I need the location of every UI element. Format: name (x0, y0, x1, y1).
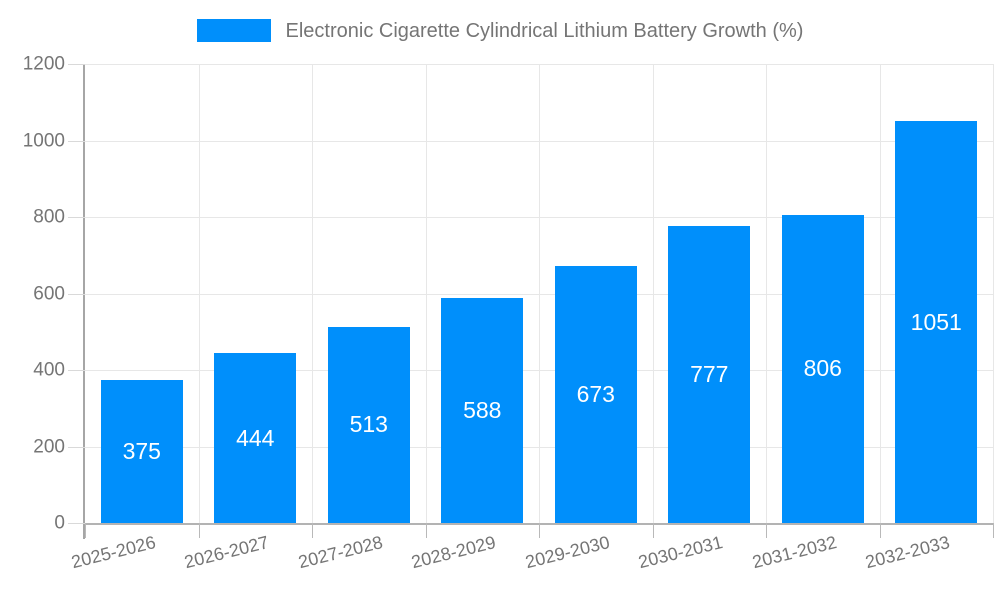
bar-value-label: 777 (690, 360, 729, 387)
x-axis-tick (312, 523, 313, 538)
gridline-vertical (539, 64, 540, 523)
bar-value-label: 673 (576, 380, 615, 407)
y-axis-label: 0 (54, 512, 65, 534)
bar[interactable]: 513 (327, 326, 410, 523)
y-axis-line (83, 64, 85, 539)
y-axis-tick (68, 446, 85, 448)
bar[interactable]: 444 (214, 353, 297, 523)
bar-value-label: 1051 (910, 308, 962, 335)
y-axis-label: 400 (33, 359, 65, 381)
x-axis-label: 2031-2032 (749, 532, 839, 573)
gridline-vertical (766, 64, 767, 523)
y-axis-label: 1000 (22, 130, 65, 151)
x-axis-tick (652, 523, 654, 538)
y-axis-label: 1200 (22, 53, 65, 75)
legend-swatch-icon (196, 19, 271, 42)
bar[interactable]: 1051 (895, 121, 978, 523)
bar[interactable]: 806 (781, 214, 864, 523)
bar[interactable]: 588 (441, 298, 524, 523)
x-axis-tick (879, 523, 881, 538)
gridline-vertical (312, 64, 313, 523)
x-axis-label: 2026-2027 (182, 532, 271, 573)
bar-value-label: 588 (463, 397, 502, 424)
legend-item[interactable]: Electronic Cigarette Cylindrical Lithium… (196, 19, 804, 42)
x-axis-tick (766, 523, 767, 538)
x-axis-label: 2028-2029 (409, 532, 498, 573)
x-axis-label: 2029-2030 (522, 532, 612, 573)
gridline-vertical (198, 64, 200, 523)
legend-label: Electronic Cigarette Cylindrical Lithium… (285, 19, 804, 42)
x-axis-tick (198, 523, 200, 538)
x-axis-tick (425, 523, 427, 538)
x-axis-tick (85, 523, 86, 538)
bar-value-label: 513 (349, 411, 388, 438)
y-axis-label: 800 (33, 206, 65, 228)
plot-area: 0 200 400 600 800 1000 1200 2025-2026 2026-2027 2… (23, 55, 994, 572)
x-axis-label: 2032-2033 (863, 532, 952, 573)
y-axis-label: 600 (33, 283, 65, 304)
bar[interactable]: 777 (668, 225, 751, 523)
bar-value-label: 375 (122, 437, 161, 464)
chart-legend: Electronic Cigarette Cylindrical Lithium… (0, 19, 1000, 42)
y-axis-tick (68, 140, 85, 142)
y-axis-tick (68, 293, 85, 295)
bar-value-label: 806 (803, 355, 842, 382)
gridline-vertical (425, 64, 427, 523)
bar[interactable]: 375 (100, 379, 183, 523)
y-axis-tick (68, 523, 85, 524)
x-axis-tick (993, 523, 994, 538)
y-axis-tick (68, 370, 85, 371)
y-axis-label: 200 (33, 436, 65, 457)
gridline-vertical (879, 64, 881, 523)
y-axis-tick (68, 64, 85, 65)
gridline-vertical (652, 64, 654, 523)
gridline-vertical (993, 64, 994, 523)
x-axis-label: 2030-2031 (636, 532, 725, 573)
y-axis-tick (68, 217, 85, 218)
bar[interactable]: 673 (554, 265, 637, 523)
x-axis-label: 2027-2028 (295, 532, 385, 573)
bar-value-label: 444 (236, 424, 275, 451)
x-axis-tick (539, 523, 540, 538)
